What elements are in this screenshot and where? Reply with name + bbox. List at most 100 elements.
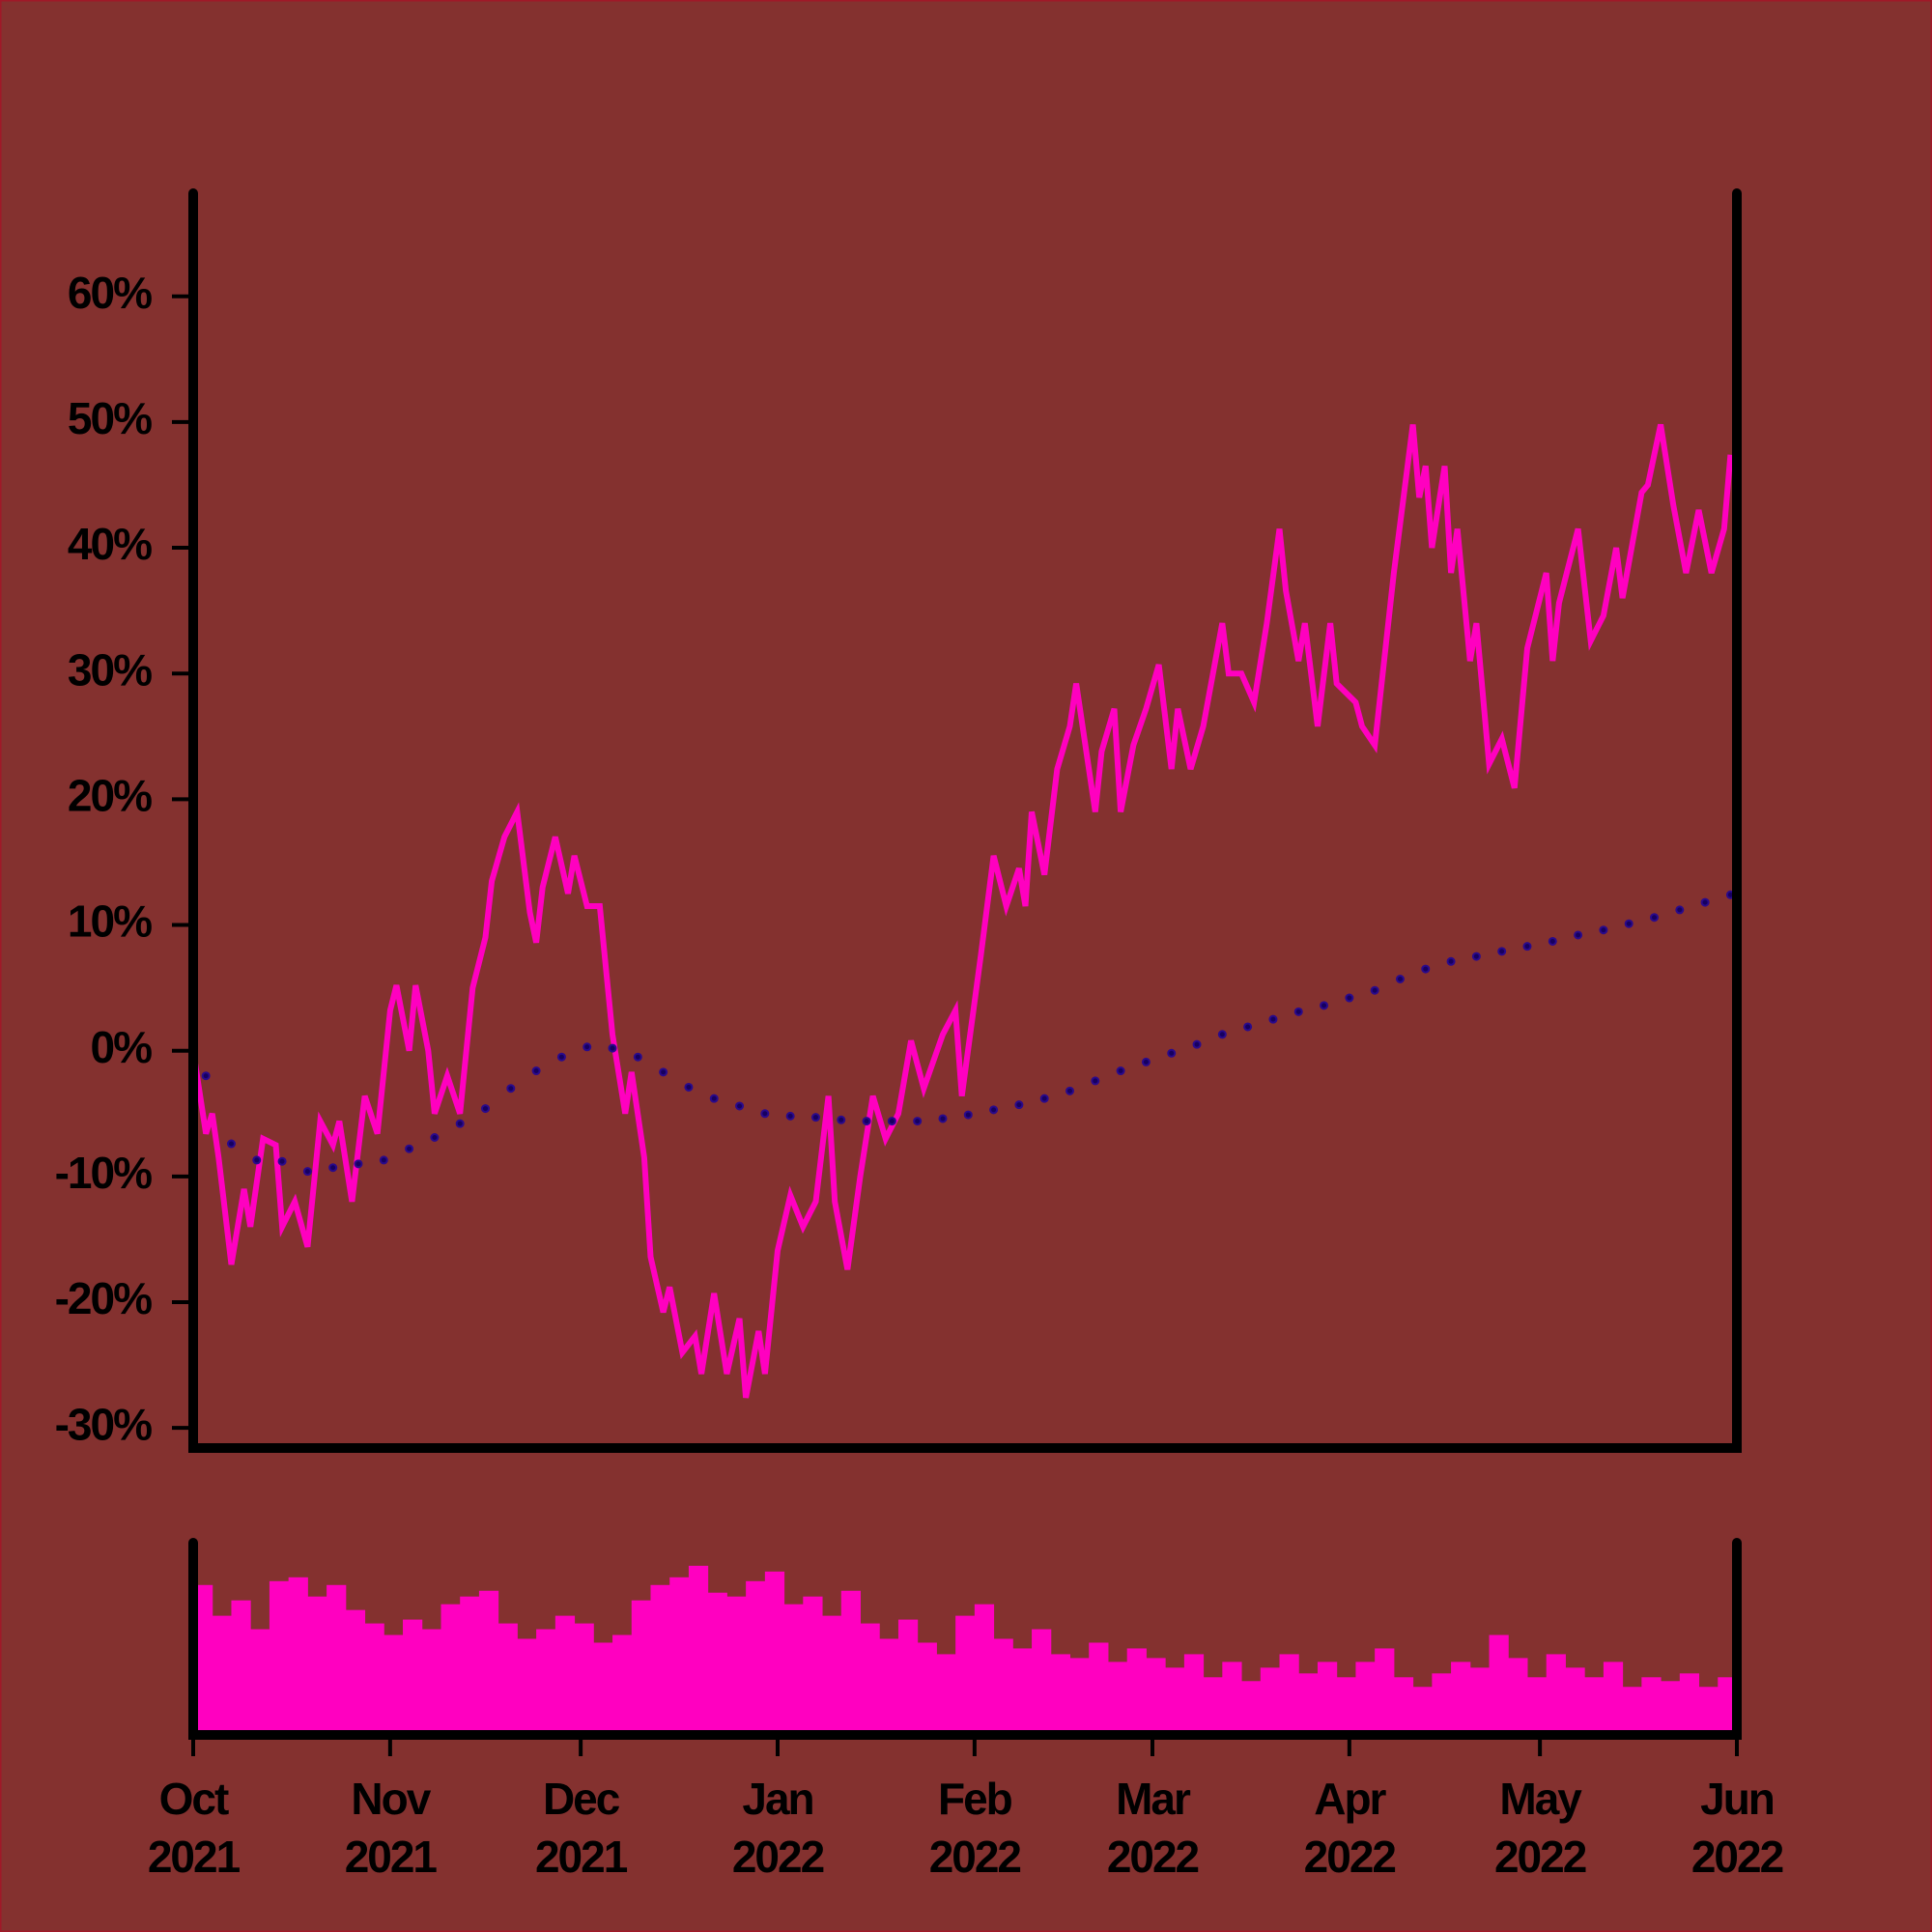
- volume-bar: [917, 1642, 937, 1735]
- y-tick-label: 30%: [68, 644, 152, 695]
- x-tick-label: 2021: [535, 1832, 628, 1882]
- x-tick-label: 2022: [1304, 1832, 1396, 1882]
- volume-bar: [1603, 1662, 1624, 1735]
- moving-average-dot: [810, 1113, 820, 1122]
- moving-average-dot: [963, 1110, 973, 1120]
- volume-bar: [327, 1584, 347, 1735]
- moving-average-dot: [1141, 1057, 1151, 1066]
- moving-average-dot: [277, 1156, 287, 1166]
- x-tick-label: 2022: [929, 1832, 1021, 1882]
- volume-bar: [1203, 1677, 1223, 1735]
- volume-bar: [1165, 1667, 1185, 1735]
- y-tick-label: -30%: [55, 1399, 152, 1449]
- moving-average-dot: [302, 1167, 312, 1177]
- volume-bar: [879, 1638, 899, 1735]
- volume-bar: [764, 1571, 785, 1735]
- moving-average-dot: [1624, 919, 1634, 928]
- price-line: [190, 423, 1734, 1399]
- volume-bar: [1336, 1677, 1356, 1735]
- moving-average-dot: [1471, 952, 1481, 961]
- volume-bar: [783, 1604, 804, 1735]
- volume-bar: [440, 1604, 461, 1735]
- volume-bar: [803, 1596, 823, 1735]
- moving-average-dot: [556, 1052, 566, 1062]
- volume-bar: [993, 1638, 1013, 1735]
- y-tick-label: 50%: [68, 393, 152, 443]
- volume-bar: [955, 1615, 976, 1735]
- volume-bar: [212, 1615, 232, 1735]
- volume-bar: [1661, 1681, 1681, 1735]
- volume-bar: [364, 1623, 384, 1735]
- volume-bar: [231, 1600, 251, 1735]
- moving-average-dot: [328, 1163, 338, 1173]
- x-tick-label: Dec: [543, 1774, 620, 1824]
- moving-average-dot: [1395, 975, 1405, 984]
- y-tick-label: 0%: [91, 1022, 153, 1072]
- moving-average-dot: [1014, 1100, 1024, 1110]
- volume-bar: [1012, 1648, 1033, 1735]
- volume-bar: [688, 1565, 709, 1735]
- volume-bar: [822, 1615, 842, 1735]
- x-tick-label: Feb: [938, 1774, 1012, 1824]
- x-tick-label: Oct: [159, 1774, 229, 1824]
- moving-average-dot: [1574, 930, 1583, 940]
- moving-average-dot: [1446, 956, 1456, 966]
- volume-bar: [574, 1623, 594, 1735]
- volume-bar: [460, 1596, 480, 1735]
- moving-average-dot: [684, 1082, 694, 1092]
- volume-bar: [1451, 1662, 1471, 1735]
- volume-bar: [897, 1619, 919, 1735]
- moving-average-dot: [633, 1052, 642, 1062]
- y-tick-label: -20%: [55, 1273, 152, 1323]
- volume-bar: [1622, 1687, 1642, 1735]
- moving-average-dot: [1116, 1066, 1125, 1076]
- volume-bar: [307, 1596, 327, 1735]
- moving-average-dot: [1370, 985, 1379, 995]
- moving-average-dot: [785, 1111, 795, 1121]
- moving-average-dot: [379, 1155, 388, 1165]
- volume-bar: [1032, 1629, 1052, 1735]
- moving-average-dot: [1039, 1094, 1049, 1103]
- moving-average-dot: [405, 1144, 414, 1153]
- volume-bar: [288, 1577, 308, 1735]
- volume-bar: [631, 1600, 651, 1735]
- moving-average-dot: [887, 1117, 896, 1126]
- volume-bar: [1107, 1662, 1128, 1735]
- moving-average-dot: [1675, 905, 1685, 915]
- volume-bar: [421, 1629, 441, 1735]
- moving-average-dot: [1599, 925, 1608, 935]
- price-panel: -30% -20% -10% 0% 10% 20% 30% 40% 50% 60%: [55, 188, 1742, 1453]
- volume-bar: [554, 1615, 576, 1735]
- moving-average-dot: [1091, 1076, 1100, 1086]
- moving-average-dot: [354, 1159, 363, 1169]
- volume-bar: [1641, 1677, 1662, 1735]
- moving-average-dot: [1167, 1048, 1177, 1058]
- volume-bar: [1355, 1662, 1376, 1735]
- volume-bar: [403, 1619, 423, 1735]
- moving-average-dot: [989, 1105, 999, 1115]
- volume-bar: [1375, 1648, 1395, 1735]
- volume-bar: [593, 1642, 613, 1735]
- moving-average-dot: [1268, 1014, 1278, 1024]
- volume-bar: [1222, 1662, 1242, 1735]
- moving-average-dot: [481, 1104, 491, 1114]
- volume-bar: [250, 1629, 270, 1735]
- moving-average-dot: [582, 1042, 592, 1052]
- volume-bar: [345, 1609, 366, 1735]
- volume-bar: [650, 1584, 670, 1735]
- moving-average-dot: [837, 1115, 846, 1124]
- x-tick-label: May: [1499, 1774, 1582, 1824]
- volume-bar: [478, 1590, 499, 1735]
- volume-bar: [1050, 1654, 1071, 1735]
- volume-bar: [1089, 1642, 1109, 1735]
- y-tick-label: -10%: [55, 1148, 152, 1198]
- x-tick-label: Jun: [1700, 1774, 1774, 1824]
- volume-bar: [1546, 1654, 1566, 1735]
- x-tick-label: 2022: [1494, 1832, 1586, 1882]
- volume-bar: [936, 1654, 956, 1735]
- moving-average-dot: [1421, 964, 1431, 974]
- volume-panel: Oct 2021 Nov 2021 Dec 2021 Jan 2022 Feb 2022 Mar 20…: [148, 1538, 1785, 1882]
- y-tick-label: 20%: [68, 771, 152, 821]
- moving-average-dot: [226, 1139, 236, 1149]
- y-tick-label: 40%: [68, 519, 152, 569]
